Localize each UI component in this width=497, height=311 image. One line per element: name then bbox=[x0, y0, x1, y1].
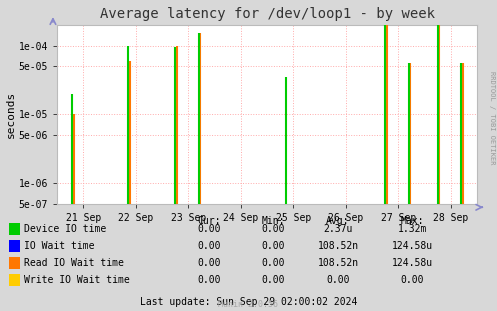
Text: 0.00: 0.00 bbox=[326, 275, 350, 285]
Text: Read IO Wait time: Read IO Wait time bbox=[24, 258, 124, 268]
Text: 124.58u: 124.58u bbox=[392, 258, 433, 268]
Text: Device IO time: Device IO time bbox=[24, 224, 106, 234]
Text: RRDTOOL / TOBI OETIKER: RRDTOOL / TOBI OETIKER bbox=[489, 72, 495, 165]
Text: 0.00: 0.00 bbox=[261, 275, 285, 285]
Text: 0.00: 0.00 bbox=[261, 241, 285, 251]
Text: 124.58u: 124.58u bbox=[392, 241, 433, 251]
Text: 1.32m: 1.32m bbox=[398, 224, 427, 234]
Text: 108.52n: 108.52n bbox=[318, 241, 358, 251]
Y-axis label: seconds: seconds bbox=[6, 91, 16, 138]
Text: 0.00: 0.00 bbox=[197, 241, 221, 251]
Text: 0.00: 0.00 bbox=[197, 275, 221, 285]
Title: Average latency for /dev/loop1 - by week: Average latency for /dev/loop1 - by week bbox=[99, 7, 435, 21]
Text: 2.37u: 2.37u bbox=[323, 224, 353, 234]
Text: Cur:: Cur: bbox=[197, 216, 221, 226]
Text: Munin 2.0.56: Munin 2.0.56 bbox=[219, 300, 278, 309]
Text: Max:: Max: bbox=[401, 216, 424, 226]
Text: 108.52n: 108.52n bbox=[318, 258, 358, 268]
Text: 0.00: 0.00 bbox=[401, 275, 424, 285]
Text: 0.00: 0.00 bbox=[261, 224, 285, 234]
Text: Avg:: Avg: bbox=[326, 216, 350, 226]
Text: IO Wait time: IO Wait time bbox=[24, 241, 94, 251]
Text: Min:: Min: bbox=[261, 216, 285, 226]
Text: 0.00: 0.00 bbox=[261, 258, 285, 268]
Text: 0.00: 0.00 bbox=[197, 258, 221, 268]
Text: Write IO Wait time: Write IO Wait time bbox=[24, 275, 130, 285]
Text: 0.00: 0.00 bbox=[197, 224, 221, 234]
Text: Last update: Sun Sep 29 02:00:02 2024: Last update: Sun Sep 29 02:00:02 2024 bbox=[140, 297, 357, 307]
